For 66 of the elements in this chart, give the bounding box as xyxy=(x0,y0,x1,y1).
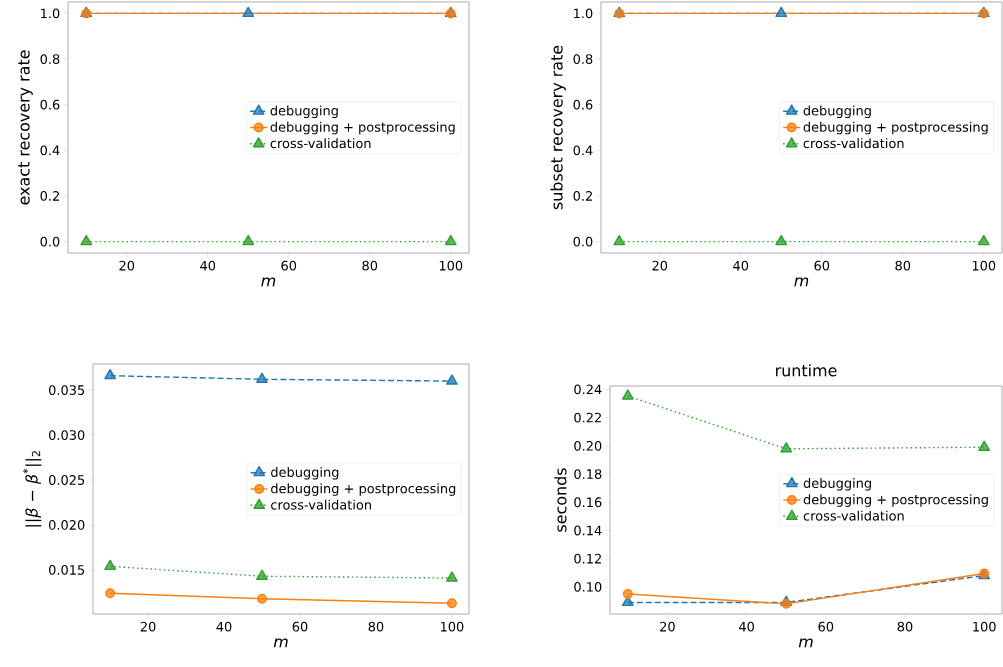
y-tick-label: 0.8 xyxy=(40,54,60,64)
x-tick-label: 40 xyxy=(216,621,232,632)
x-tick-label: 20 xyxy=(652,260,668,271)
y-tick-label: 0.4 xyxy=(40,145,60,156)
x-axis-title: m xyxy=(261,277,276,287)
x-tick-label: 20 xyxy=(140,621,156,632)
legend-label: cross-validation xyxy=(271,499,371,510)
legend-label: debugging xyxy=(270,105,338,119)
y-tick-label: 0.0 xyxy=(573,236,593,247)
y-tick-label: 1.0 xyxy=(41,8,60,19)
legend-label: debugging + postprocessing xyxy=(803,121,988,135)
legend-label: cross-validation xyxy=(803,510,904,521)
y-tick-label: 0.8 xyxy=(573,54,593,64)
y-axis-title: subset recovery rate xyxy=(550,45,566,210)
y-tick-label: 0.14 xyxy=(574,525,602,536)
x-tick-label: 40 xyxy=(733,260,749,271)
y-axis-title: exact recovery rate xyxy=(18,50,33,205)
x-axis-title: m xyxy=(798,638,813,648)
y-tick-label: 0.015 xyxy=(49,565,85,575)
y-axis-title: seconds xyxy=(554,468,567,532)
y-tick-label: 0.0 xyxy=(40,236,60,247)
x-tick-label: 80 xyxy=(368,621,384,632)
x-tick-label: 40 xyxy=(200,260,216,271)
y-tick-label: 0.2 xyxy=(40,191,59,201)
legend-label: cross-validation xyxy=(270,138,371,149)
legend-label: debugging xyxy=(271,467,339,480)
chart-title: runtime xyxy=(776,364,837,377)
y-tick-label: 0.20 xyxy=(574,440,602,451)
x-tick-label: 80 xyxy=(897,621,913,632)
x-tick-label: 60 xyxy=(292,621,308,632)
y-tick-label: 0.2 xyxy=(573,191,592,201)
y-tick-label: 0.24 xyxy=(574,384,602,395)
x-axis-title: m xyxy=(794,277,809,287)
y-tick-label: 0.030 xyxy=(49,430,85,440)
y-tick-label: 0.6 xyxy=(573,99,593,110)
y-tick-label: 0.10 xyxy=(574,582,602,592)
x-tick-label: 60 xyxy=(281,260,297,271)
x-tick-label: 20 xyxy=(119,260,135,271)
y-tick-label: 0.4 xyxy=(573,145,593,156)
x-tick-label: 20 xyxy=(660,621,675,632)
x-tick-label: 60 xyxy=(818,621,834,632)
legend-label: debugging + postprocessing xyxy=(271,483,456,496)
y-tick-label: 0.18 xyxy=(574,469,602,479)
legend-label: debugging xyxy=(803,105,871,119)
x-tick-label: 80 xyxy=(895,260,911,271)
legend-label: debugging xyxy=(803,478,871,491)
y-tick-label: 0.22 xyxy=(574,412,601,423)
x-tick-label: 40 xyxy=(738,621,754,632)
x-tick-label: 60 xyxy=(814,260,830,271)
x-tick-label: 100 xyxy=(440,621,464,632)
x-axis-title: m xyxy=(273,638,288,648)
x-tick-label: 80 xyxy=(362,260,378,271)
y-tick-label: 0.6 xyxy=(40,99,60,110)
x-tick-label: 100 xyxy=(972,260,996,271)
y-tick-label: 0.035 xyxy=(49,385,85,395)
y-tick-label: 0.020 xyxy=(49,520,85,530)
y-tick-label: 0.16 xyxy=(574,497,602,508)
y-tick-label: 1.0 xyxy=(574,8,593,19)
legend-label: debugging + postprocessing xyxy=(803,494,988,507)
x-tick-label: 100 xyxy=(439,260,463,271)
y-tick-label: 0.025 xyxy=(49,475,85,485)
x-tick-label: 100 xyxy=(973,621,996,632)
legend-label: cross-validation xyxy=(803,138,904,149)
y-tick-label: 0.12 xyxy=(574,553,601,564)
y-axis-title: ||β − β$^{*}$||$_{2}$ xyxy=(23,451,42,527)
legend-label: debugging + postprocessing xyxy=(270,121,455,135)
